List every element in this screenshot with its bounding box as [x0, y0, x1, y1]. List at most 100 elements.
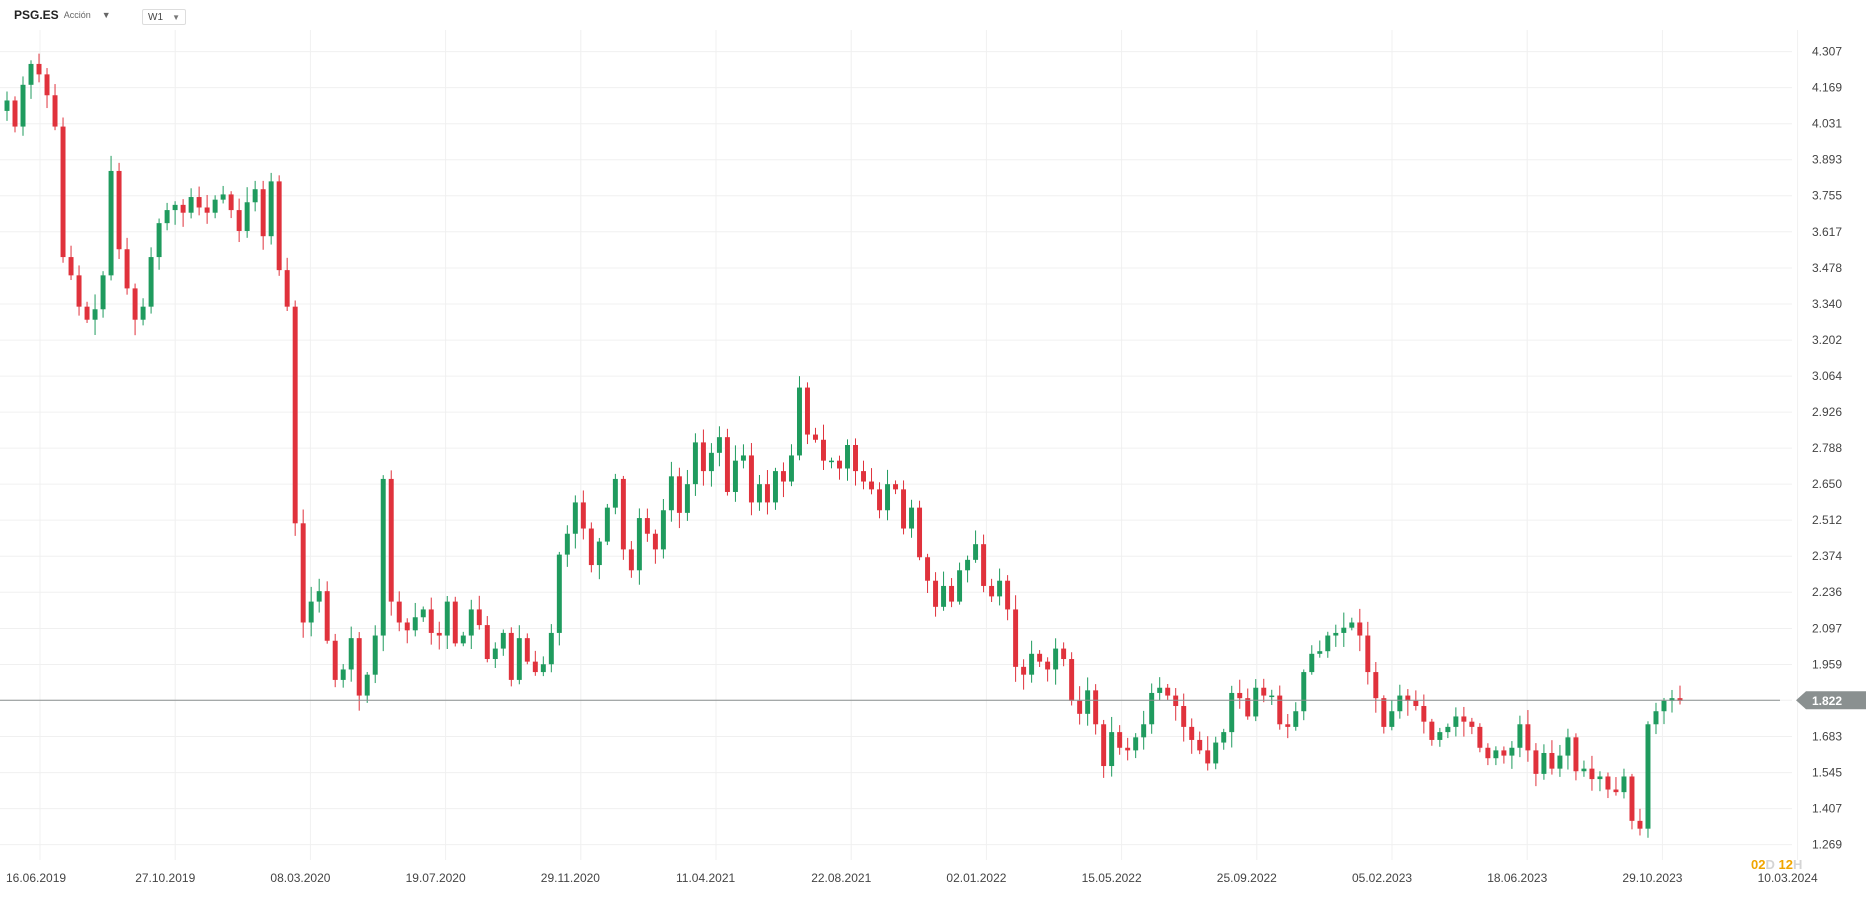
candle[interactable] — [1301, 669, 1307, 721]
candle[interactable] — [44, 68, 50, 109]
candle[interactable] — [973, 530, 979, 563]
candle[interactable] — [1069, 652, 1075, 706]
candle[interactable] — [1349, 617, 1355, 631]
candle[interactable] — [1221, 728, 1227, 750]
candle[interactable] — [804, 382, 810, 445]
candle[interactable] — [268, 172, 274, 245]
candle[interactable] — [316, 578, 322, 613]
candle[interactable] — [965, 555, 971, 583]
candle[interactable] — [692, 433, 698, 496]
candle[interactable] — [388, 470, 394, 616]
candle[interactable] — [1485, 743, 1491, 766]
candle[interactable] — [588, 522, 594, 573]
candle[interactable] — [652, 529, 658, 564]
candle[interactable] — [1053, 638, 1059, 685]
candle[interactable] — [1285, 714, 1291, 739]
candle[interactable] — [1549, 740, 1555, 775]
candle[interactable] — [172, 201, 178, 225]
candle[interactable] — [1373, 662, 1379, 713]
candle[interactable] — [1173, 688, 1179, 721]
candle[interactable] — [636, 508, 642, 585]
candle[interactable] — [700, 429, 706, 486]
candle[interactable] — [1149, 683, 1155, 734]
candle[interactable] — [148, 247, 154, 314]
candle[interactable] — [748, 443, 754, 516]
candle[interactable] — [1125, 737, 1131, 761]
candle[interactable] — [1613, 777, 1619, 796]
candle[interactable] — [756, 474, 762, 511]
candle[interactable] — [28, 60, 34, 99]
candle[interactable] — [1525, 710, 1531, 762]
candle[interactable] — [620, 475, 626, 560]
candle[interactable] — [1469, 717, 1475, 735]
candle[interactable] — [1093, 684, 1099, 735]
candle[interactable] — [1517, 715, 1523, 758]
candle[interactable] — [1141, 710, 1147, 750]
candle[interactable] — [668, 461, 674, 522]
candle[interactable] — [1677, 685, 1683, 705]
candle[interactable] — [164, 202, 170, 231]
candle[interactable] — [324, 581, 330, 644]
candle[interactable] — [84, 301, 90, 323]
candle[interactable] — [180, 199, 186, 227]
candle[interactable] — [1421, 694, 1427, 734]
candle[interactable] — [1325, 631, 1331, 658]
candle[interactable] — [308, 586, 314, 637]
candle[interactable] — [276, 175, 282, 276]
candle[interactable] — [1653, 702, 1659, 735]
candle[interactable] — [460, 631, 466, 647]
candle[interactable] — [228, 191, 234, 219]
candle[interactable] — [524, 633, 530, 665]
candle[interactable] — [933, 572, 939, 617]
candle[interactable] — [412, 602, 418, 637]
candle[interactable] — [1061, 642, 1067, 667]
candle[interactable] — [1165, 683, 1171, 701]
candle[interactable] — [1357, 608, 1363, 652]
candle[interactable] — [572, 495, 578, 549]
candle[interactable] — [909, 499, 915, 538]
candle[interactable] — [548, 624, 554, 673]
candle[interactable] — [204, 194, 210, 224]
candle[interactable] — [252, 180, 258, 212]
candle[interactable] — [1133, 733, 1139, 759]
candle[interactable] — [1197, 731, 1203, 755]
candle[interactable] — [1541, 744, 1547, 780]
candle[interactable] — [76, 265, 82, 316]
candle[interactable] — [428, 597, 434, 645]
candle[interactable] — [1501, 746, 1507, 764]
candle[interactable] — [845, 439, 850, 481]
candle[interactable] — [140, 298, 146, 326]
candle[interactable] — [468, 599, 474, 649]
candle[interactable] — [36, 53, 42, 83]
candle[interactable] — [484, 616, 490, 663]
candle[interactable] — [997, 568, 1003, 606]
candle[interactable] — [1669, 689, 1675, 713]
candle[interactable] — [364, 671, 370, 703]
candle[interactable] — [813, 427, 818, 443]
candle[interactable] — [1213, 736, 1219, 770]
candle[interactable] — [1429, 718, 1435, 746]
candle[interactable] — [829, 457, 834, 469]
candle[interactable] — [1637, 808, 1643, 836]
candle[interactable] — [1085, 677, 1091, 726]
candle[interactable] — [452, 596, 458, 647]
candle[interactable] — [1565, 728, 1571, 770]
candle[interactable] — [1509, 741, 1515, 769]
candle[interactable] — [340, 664, 346, 688]
candle[interactable] — [772, 467, 778, 510]
candle[interactable] — [1381, 695, 1387, 734]
candle[interactable] — [788, 444, 794, 487]
candle[interactable] — [1461, 706, 1467, 737]
candle[interactable] — [540, 656, 546, 677]
candle[interactable] — [92, 294, 98, 335]
candle[interactable] — [236, 198, 242, 243]
candle[interactable] — [676, 467, 682, 529]
candle[interactable] — [1005, 575, 1011, 621]
candle[interactable] — [580, 490, 586, 540]
candle[interactable] — [420, 606, 426, 622]
candle[interactable] — [212, 195, 218, 219]
candle[interactable] — [1405, 689, 1411, 716]
candle[interactable] — [893, 480, 899, 495]
candle[interactable] — [436, 621, 442, 650]
